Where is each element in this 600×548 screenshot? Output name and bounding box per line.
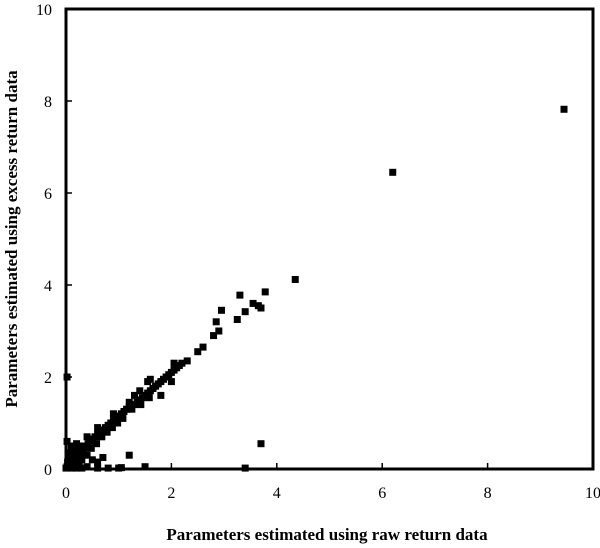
data-point <box>99 454 107 461</box>
data-point <box>94 424 102 432</box>
data-point <box>104 464 112 472</box>
y-axis-title: Parameters estimated using excess return… <box>2 70 21 408</box>
data-point <box>241 464 249 472</box>
y-tick-label: 10 <box>36 2 52 19</box>
data-point <box>114 419 122 427</box>
data-point <box>63 437 71 445</box>
data-point <box>199 343 207 351</box>
data-point <box>75 458 83 466</box>
data-point <box>131 391 139 399</box>
data-point <box>212 318 220 326</box>
data-point <box>65 449 73 457</box>
data-point <box>71 454 79 461</box>
data-point <box>83 433 91 441</box>
data-point <box>73 444 81 452</box>
data-point <box>136 387 144 395</box>
x-tick-label: 8 <box>484 485 492 502</box>
data-point <box>119 414 127 422</box>
data-point <box>233 316 241 323</box>
data-point <box>167 378 175 386</box>
data-point <box>93 440 101 448</box>
data-point <box>194 348 202 356</box>
y-tick-label: 4 <box>44 278 52 295</box>
data-point <box>141 463 149 471</box>
x-axis-title: Parameters estimated using raw return da… <box>166 525 488 544</box>
y-tick-label: 0 <box>44 462 52 479</box>
data-point <box>94 458 102 466</box>
x-tick-label: 6 <box>378 485 386 502</box>
plot-frame <box>64 7 595 471</box>
x-tick-label: 2 <box>167 485 175 502</box>
data-point <box>257 304 265 312</box>
data-point <box>79 449 87 457</box>
data-point <box>103 428 111 436</box>
data-point <box>66 456 74 464</box>
data-point <box>146 375 154 383</box>
data-point <box>73 464 81 472</box>
data-point <box>236 291 244 299</box>
data-point <box>117 464 125 472</box>
data-point <box>137 401 145 409</box>
data-point <box>94 464 102 472</box>
data-point <box>261 288 269 296</box>
data-point <box>67 442 75 450</box>
data-point <box>210 332 218 340</box>
data-point <box>170 359 178 367</box>
data-point <box>249 299 257 307</box>
x-tick-label: 4 <box>273 485 281 502</box>
data-point <box>257 440 265 448</box>
data-point <box>83 451 91 459</box>
y-tick-label: 8 <box>44 94 52 111</box>
data-point <box>88 456 96 464</box>
data-point <box>217 306 225 314</box>
axis-ticks: 0 2 4 6 8 10 0 2 4 6 8 10 <box>36 2 600 502</box>
data-point <box>128 405 136 413</box>
data-point <box>183 357 191 365</box>
data-point <box>73 440 81 448</box>
data-point <box>145 394 153 402</box>
data-point <box>125 451 133 459</box>
data-point <box>215 327 223 335</box>
data-point <box>78 464 86 472</box>
data-point <box>157 391 165 399</box>
data-point <box>83 463 91 471</box>
data-point <box>560 105 568 113</box>
data-point <box>63 373 71 381</box>
data-point <box>67 464 75 472</box>
y-tick-label: 6 <box>44 186 52 203</box>
data-point <box>108 424 116 432</box>
data-point <box>75 451 83 459</box>
data-point <box>389 168 397 176</box>
data-point <box>109 410 117 418</box>
data-point <box>98 433 106 441</box>
y-tick-label: 2 <box>44 370 52 387</box>
data-point <box>178 359 186 367</box>
data-point <box>87 444 95 452</box>
data-point <box>78 442 86 450</box>
data-point <box>70 460 78 468</box>
data-points <box>62 105 568 472</box>
data-point <box>241 308 249 316</box>
data-point <box>125 398 133 406</box>
x-tick-label: 10 <box>585 485 600 502</box>
x-tick-label: 0 <box>62 485 70 502</box>
data-point <box>291 275 299 283</box>
